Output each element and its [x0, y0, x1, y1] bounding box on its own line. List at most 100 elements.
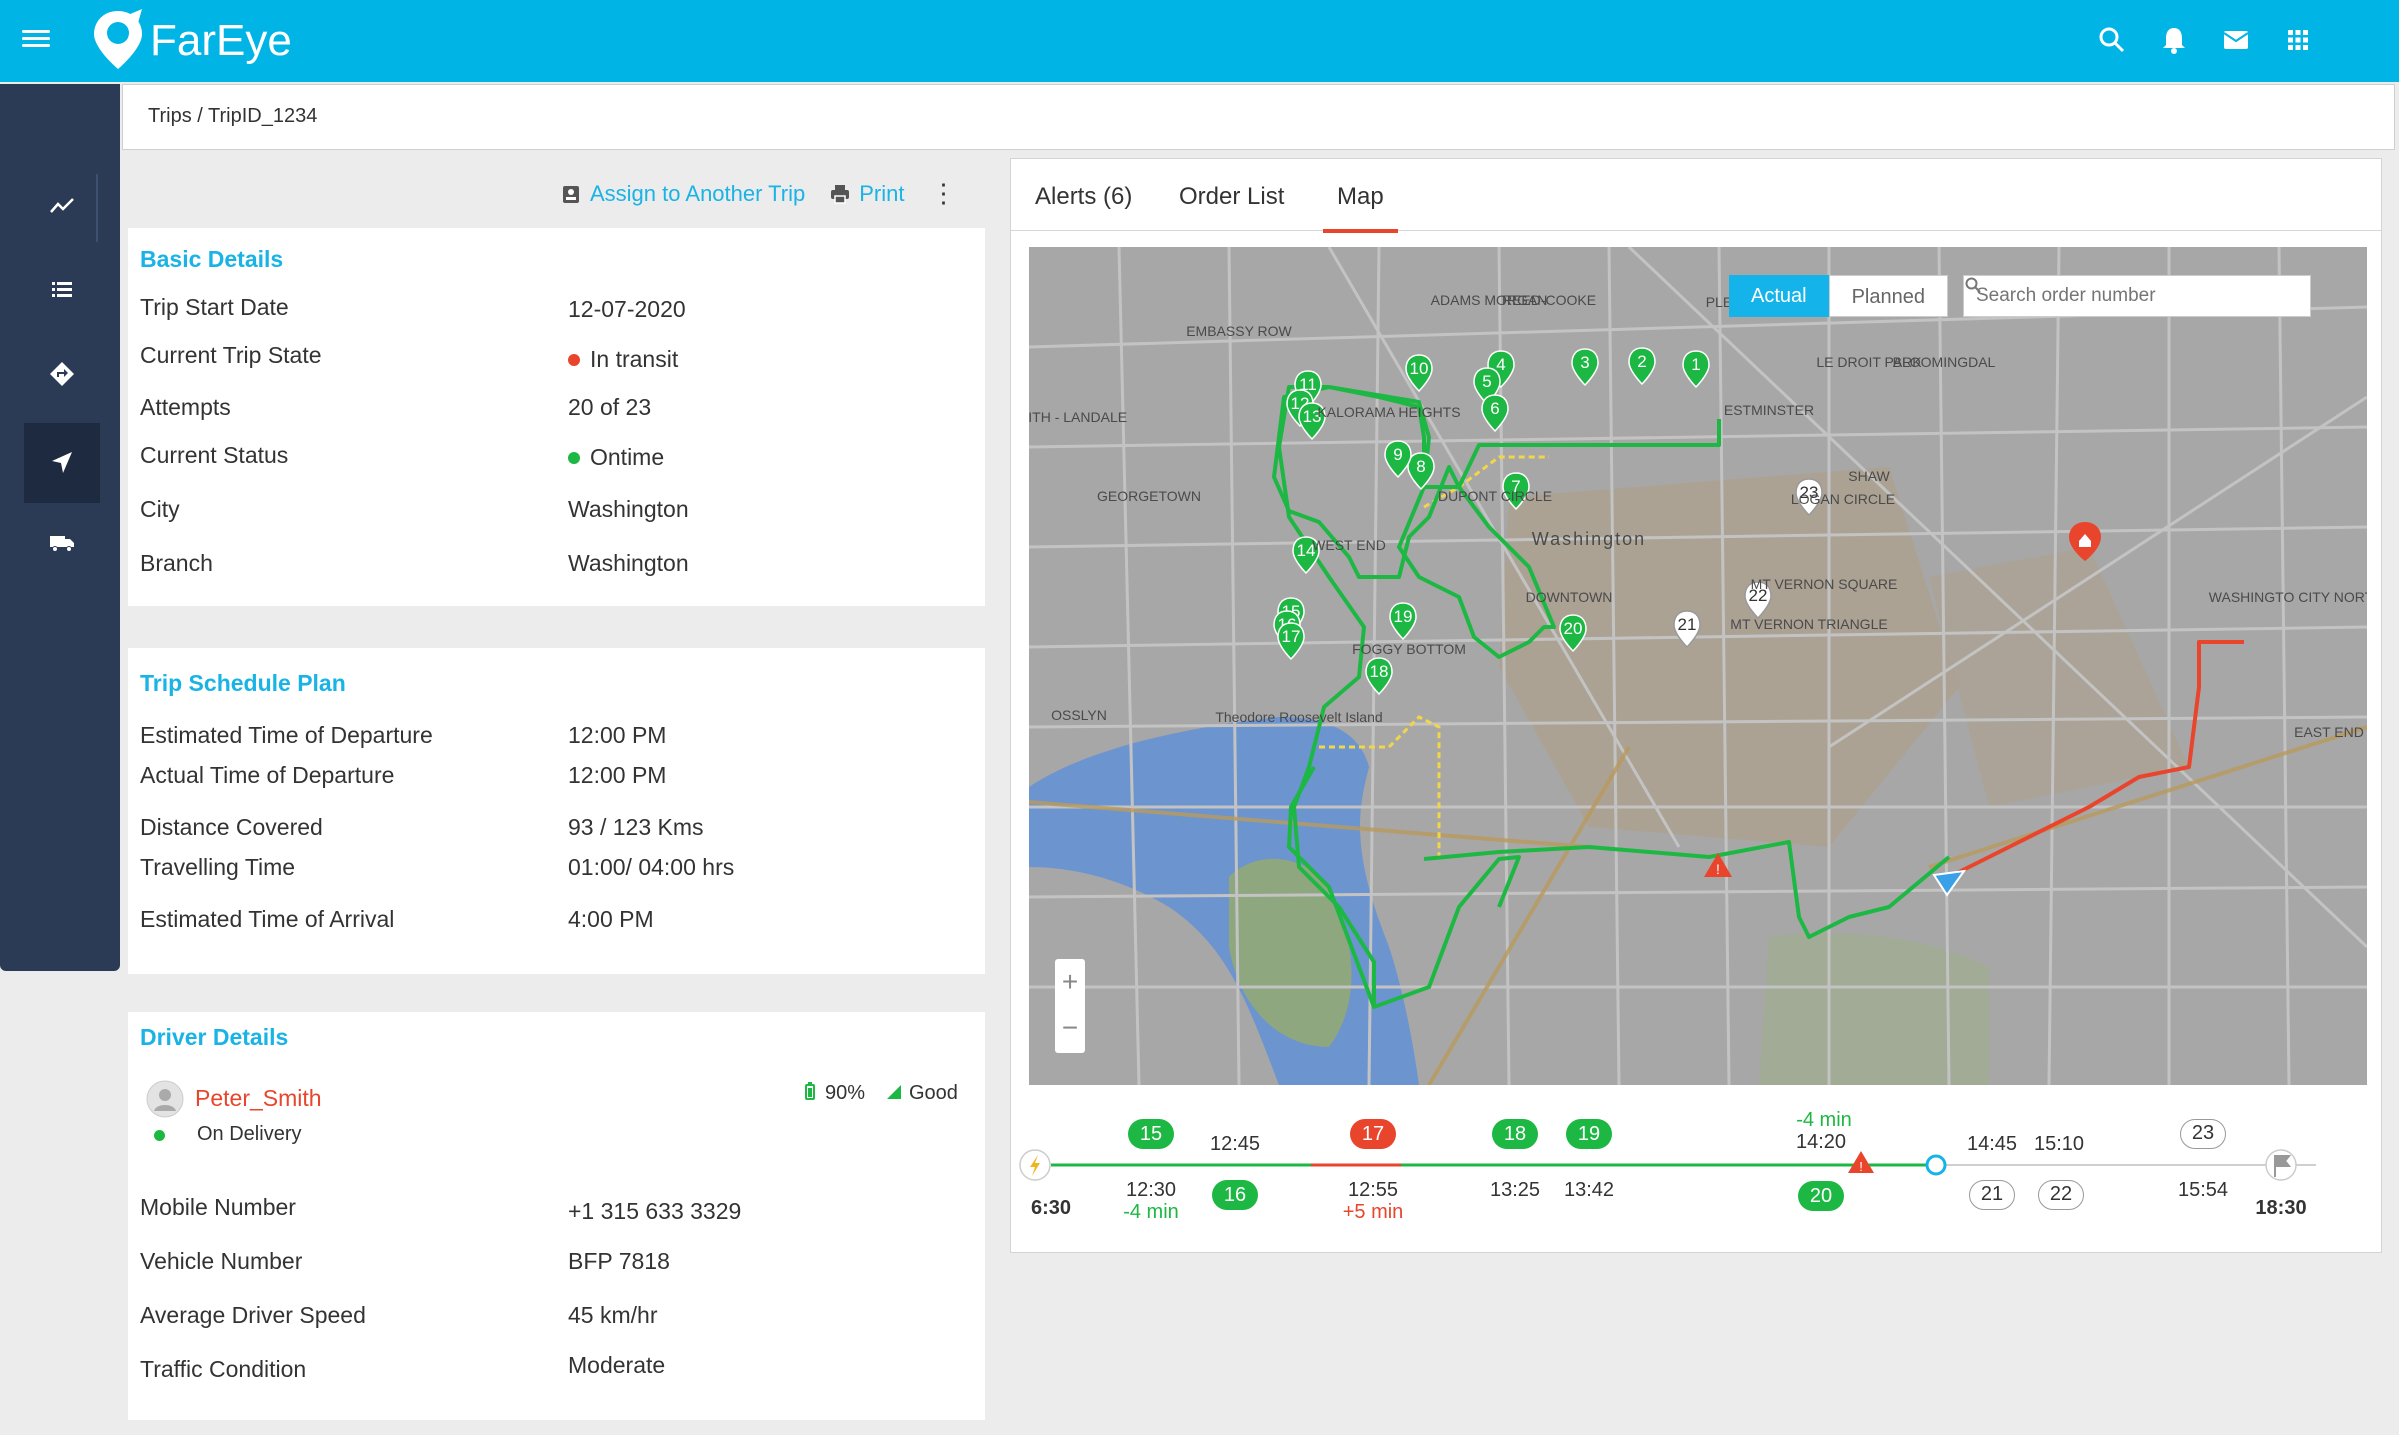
timeline-time: 14:20 [1795, 1131, 1847, 1153]
timeline-stop-badge[interactable]: 19 [1566, 1119, 1612, 1149]
zoom-in-button[interactable]: + [1061, 966, 1079, 997]
apps-grid-icon[interactable] [2282, 24, 2314, 56]
timeline-delta: +5 min [1342, 1201, 1404, 1223]
current-position-marker [1925, 1154, 1947, 1176]
trend-line-icon [50, 198, 74, 213]
sidebar-item-vehicles[interactable] [24, 502, 100, 582]
map-stop-pin[interactable]: 13 [1298, 402, 1326, 441]
fareye-logo: FarEye [88, 6, 292, 76]
top-bar: FarEye [0, 0, 2399, 82]
map-area-label: DUPONT CIRCLE [1438, 488, 1552, 504]
trip-schedule-title: Trip Schedule Plan [140, 670, 346, 696]
zoom-out-button[interactable]: − [1061, 1012, 1079, 1043]
tab-order-list[interactable]: Order List [1179, 183, 1285, 210]
navigation-arrow-icon [52, 452, 72, 473]
sidebar-divider [96, 174, 98, 242]
sidebar-item-directions[interactable] [24, 334, 100, 414]
map-area-label: Washington [1532, 529, 1646, 549]
driver-status-dot [154, 1130, 165, 1141]
sidebar-item-trips[interactable] [24, 423, 100, 503]
timeline-stop-badge[interactable]: 22 [2038, 1180, 2084, 1210]
timeline-stop-badge[interactable]: 23 [2180, 1119, 2226, 1149]
map-area-label: DOWNTOWN [1526, 589, 1613, 605]
row-value: BFP 7818 [568, 1248, 670, 1274]
timeline-stop-badge[interactable]: 17 [1350, 1119, 1396, 1149]
signal-icon [887, 1085, 901, 1099]
map-area-label: OSSLYN [1051, 707, 1107, 723]
route-toggle: Actual Planned [1729, 275, 1948, 317]
timeline-time: 12:55 [1347, 1179, 1399, 1201]
timeline-time: 14:45 [1966, 1133, 2018, 1155]
logo-pin-icon [94, 9, 142, 69]
tab-map[interactable]: Map [1323, 183, 1398, 233]
row-label: Traffic Condition [140, 1356, 307, 1382]
row-value: 45 km/hr [568, 1302, 658, 1328]
assign-icon [563, 185, 579, 203]
row-label: Trip Start Date [140, 294, 289, 320]
timeline-stop-badge[interactable]: 18 [1492, 1119, 1538, 1149]
timeline-stop-badge[interactable]: 21 [1969, 1180, 2015, 1210]
map-area-label: ADAMS MORGAN [1431, 292, 1548, 308]
map-stop-pin[interactable]: 21 [1673, 610, 1701, 649]
map-area-label: BLOOMINGDAL [1893, 354, 1996, 370]
row-label: Attempts [140, 394, 231, 420]
more-options-icon[interactable]: ⋮ [930, 178, 957, 208]
map-stop-pin[interactable]: 3 [1571, 348, 1599, 387]
bell-icon[interactable] [2158, 24, 2190, 56]
row-label: Current Status [140, 442, 289, 468]
driver-name[interactable]: Peter_Smith [195, 1085, 322, 1111]
map-stop-number: 14 [1297, 541, 1316, 560]
timeline-time: 12:45 [1209, 1133, 1261, 1155]
order-search-input[interactable] [1976, 285, 2266, 307]
assign-trip-button[interactable]: Assign to Another Trip [560, 181, 805, 207]
row-value: 12:00 PM [568, 722, 667, 748]
toggle-planned-button[interactable]: Planned [1828, 275, 1948, 317]
map-stop-pin[interactable]: 1 [1682, 350, 1710, 389]
row-label: Estimated Time of Arrival [140, 906, 395, 932]
map-stop-number: 17 [1282, 627, 1301, 646]
search-icon[interactable] [2096, 24, 2128, 56]
trip-timeline: ! 6:30 18:30 15 12:30 -4 min 16 12:45 17… [1011, 1099, 2381, 1249]
map-stop-pin[interactable]: 23 [1795, 478, 1823, 517]
row-label: Branch [140, 550, 213, 576]
row-value: 01:00/ 04:00 hrs [568, 854, 735, 880]
toggle-actual-button[interactable]: Actual [1729, 275, 1829, 317]
timeline-alert-icon [1848, 1151, 1874, 1173]
timeline-stop-badge[interactable]: 16 [1212, 1180, 1258, 1210]
map-stop-number: 21 [1678, 615, 1697, 634]
timeline-stop-badge[interactable]: 20 [1798, 1181, 1844, 1211]
mail-icon[interactable] [2220, 24, 2252, 56]
map-stop-pin[interactable]: 20 [1559, 614, 1587, 653]
map-stop-number: 13 [1303, 407, 1322, 426]
map-stop-pin[interactable]: 19 [1389, 602, 1417, 641]
route-map[interactable]: ! 1234567891011121314151617181920212223 … [1029, 247, 2367, 1085]
map-stop-pin[interactable]: 14 [1292, 536, 1320, 575]
map-stop-pin[interactable]: 22 [1744, 581, 1772, 620]
basic-details-card: Basic Details Trip Start Date 12-07-2020 … [128, 228, 985, 606]
tab-alerts[interactable]: Alerts (6) [1035, 183, 1133, 210]
hamburger-menu-icon[interactable] [22, 26, 50, 52]
row-value: Moderate [568, 1352, 666, 1378]
sidebar-item-analytics[interactable] [24, 166, 100, 246]
search-icon[interactable] [1964, 276, 1982, 294]
timeline-stop-badge[interactable]: 15 [1128, 1119, 1174, 1149]
print-button[interactable]: Print [829, 181, 904, 207]
map-stop-pin[interactable]: 6 [1481, 394, 1509, 433]
map-stop-pin[interactable]: 7 [1502, 472, 1530, 511]
row-value: 4:00 PM [568, 906, 654, 932]
map-area-label: SHAW [1848, 468, 1890, 484]
map-stop-pin[interactable]: 18 [1365, 657, 1393, 696]
map-area-label: WEST END [1312, 537, 1386, 553]
timeline-end: 18:30 [2255, 1197, 2307, 1219]
map-stop-pin[interactable]: 17 [1277, 622, 1305, 661]
battery-level: 90% [825, 1082, 866, 1104]
row-value: In transit [590, 346, 679, 372]
map-stop-pin[interactable]: 9 [1384, 440, 1412, 479]
map-stop-pin[interactable]: 2 [1628, 347, 1656, 386]
sidebar-item-list[interactable] [24, 250, 100, 330]
map-stop-number: 18 [1370, 662, 1389, 681]
map-stop-pin[interactable]: 10 [1405, 354, 1433, 393]
map-stop-number: 1 [1691, 355, 1700, 374]
map-area-label: KALORAMA HEIGHTS [1317, 404, 1460, 420]
status-dot [568, 451, 580, 464]
